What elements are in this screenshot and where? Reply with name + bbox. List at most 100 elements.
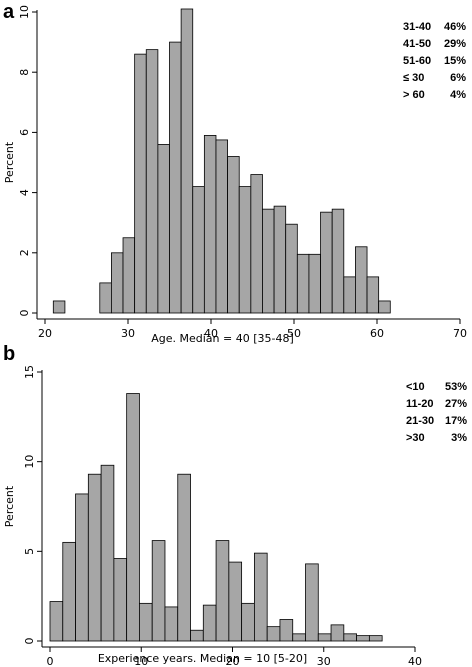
- y-tick-label: 6: [18, 129, 31, 136]
- histogram-bar: [273, 205, 287, 314]
- legend-label: 21-30: [406, 415, 434, 427]
- histogram-bar: [238, 186, 252, 314]
- histogram-bar: [228, 561, 243, 642]
- histogram-bar: [151, 540, 166, 642]
- histogram-bar: [343, 276, 356, 314]
- histogram-bar: [190, 629, 204, 642]
- histogram-bar: [126, 393, 140, 642]
- histogram-bar: [262, 208, 275, 314]
- histogram-bar: [305, 563, 319, 642]
- histogram-bar: [169, 41, 182, 314]
- histogram-bar: [145, 49, 159, 314]
- histogram-bar: [215, 540, 230, 642]
- y-tick-label: 5: [23, 548, 36, 555]
- histogram-bar: [356, 635, 370, 642]
- x-tick-label: 20: [38, 327, 52, 340]
- y-axis-title: Percent: [3, 485, 16, 527]
- histogram-bar: [308, 253, 321, 314]
- legend-label: 31-40: [403, 21, 431, 33]
- histogram-bar: [52, 300, 66, 314]
- histogram-bar: [203, 135, 217, 314]
- histogram-bar: [296, 253, 310, 314]
- legend-label: > 60: [403, 89, 425, 101]
- histogram-bar: [317, 633, 332, 642]
- legend-label: 41-50: [403, 38, 431, 50]
- histogram-bar: [355, 246, 368, 314]
- x-axis-title: Experience years. Median = 10 [5-20]: [98, 652, 307, 665]
- legend-value: 17%: [445, 415, 467, 427]
- histogram-bar: [378, 300, 391, 314]
- histogram-bar: [164, 606, 179, 642]
- x-tick-label: 0: [47, 655, 54, 667]
- histogram-bar: [122, 237, 136, 314]
- y-tick-label: 10: [18, 5, 31, 19]
- x-tick-label: 30: [317, 655, 331, 667]
- y-tick-label: 4: [18, 189, 31, 196]
- x-tick-label: 60: [370, 327, 384, 340]
- y-tick-label: 2: [18, 249, 31, 256]
- histogram-bar: [180, 8, 194, 314]
- legend-label: 11-20: [406, 398, 434, 410]
- x-tick-label: 40: [204, 327, 218, 340]
- x-tick-label: 30: [121, 327, 135, 340]
- legend-value: 46%: [444, 21, 466, 33]
- histogram-age: 0 2 4 6 8 10 20 30 40 50 60 70 Age. Median = 40 [35-…: [3, 5, 467, 345]
- histogram-bar: [100, 464, 115, 642]
- histogram-bar: [49, 601, 64, 642]
- histogram-bar: [111, 252, 124, 314]
- y-tick-label: 0: [18, 310, 31, 317]
- histogram-bar: [331, 208, 345, 314]
- x-tick-label: 70: [453, 327, 467, 340]
- x-tick-label: 10: [134, 655, 148, 667]
- histogram-bar: [279, 619, 294, 642]
- histogram-bar: [99, 282, 112, 314]
- y-axis-title: Percent: [3, 141, 16, 183]
- legend-value: 6%: [450, 72, 466, 84]
- histogram-bar: [177, 473, 191, 642]
- histogram-bar: [250, 174, 263, 314]
- histogram-bar: [134, 53, 147, 314]
- legend-label: >30: [406, 432, 425, 444]
- histogram-bar: [330, 624, 345, 642]
- histogram-bar: [202, 604, 217, 642]
- x-tick-label: 50: [287, 327, 301, 340]
- histogram-bar: [139, 602, 153, 642]
- x-tick-label: 40: [408, 655, 422, 667]
- x-axis-title: Age. Median = 40 [35-48]: [151, 332, 294, 345]
- histogram-bar: [241, 602, 255, 642]
- legend-value: 27%: [445, 398, 467, 410]
- legend-label: ≤ 30: [403, 72, 424, 84]
- histogram-bar: [215, 139, 228, 314]
- histogram-bar: [285, 223, 298, 314]
- histogram-bar: [320, 211, 333, 314]
- y-tick-label: 15: [23, 365, 36, 379]
- histogram-experience: 0 5 10 15 0 10 20 30 40 Experience years. Median …: [3, 365, 467, 667]
- histogram-bar: [113, 558, 128, 642]
- histogram-bar: [343, 633, 358, 642]
- legend-value: 53%: [445, 381, 467, 393]
- panel-a-letter: a: [3, 1, 15, 23]
- histogram-bar: [253, 552, 268, 642]
- legend-value: 29%: [444, 38, 466, 50]
- y-tick-label: 10: [23, 455, 36, 469]
- histogram-bar: [366, 276, 380, 314]
- histogram-bar: [157, 144, 170, 314]
- histogram-bar: [227, 156, 240, 314]
- legend-label: <10: [406, 381, 425, 393]
- histogram-bar: [75, 493, 89, 642]
- legend-value: 4%: [450, 89, 466, 101]
- panel-b-letter: b: [3, 343, 15, 365]
- legend-value: 15%: [444, 55, 466, 67]
- histogram-bar: [62, 541, 76, 642]
- histogram-bar: [192, 186, 205, 314]
- histogram-bar: [292, 633, 306, 642]
- y-tick-label: 8: [18, 69, 31, 76]
- histogram-bar: [87, 473, 102, 642]
- y-tick-label: 0: [23, 638, 36, 645]
- legend-value: 3%: [451, 432, 467, 444]
- histogram-bar: [368, 635, 383, 642]
- histogram-bar: [266, 626, 281, 642]
- legend-label: 51-60: [403, 55, 431, 67]
- x-tick-label: 20: [226, 655, 240, 667]
